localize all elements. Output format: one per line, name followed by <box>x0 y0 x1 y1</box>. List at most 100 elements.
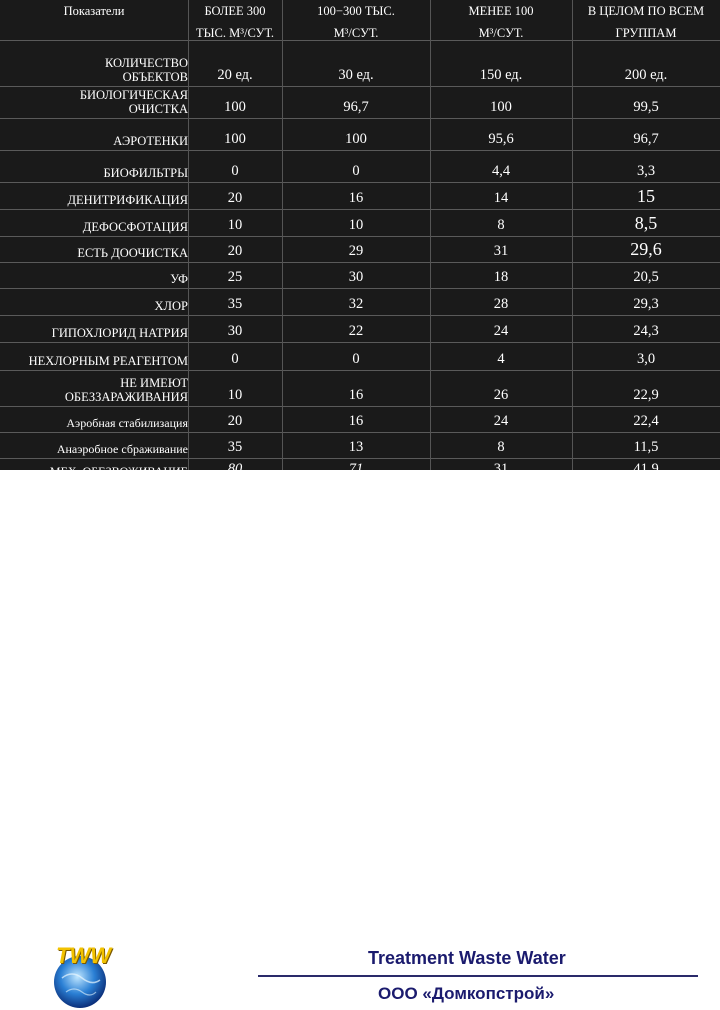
header-line: ГРУППАМ <box>615 26 677 40</box>
table-cell: 20 <box>227 190 243 206</box>
company-name: ООО «Домкопстрой» <box>378 984 555 1003</box>
row-label: КОЛИЧЕСТВО ОБЪЕКТОВ <box>0 40 188 86</box>
table-cell: 16 <box>348 413 364 429</box>
table-cell: 150 ед. <box>479 67 523 83</box>
table-cell: 3,3 <box>636 163 656 179</box>
row-label-line: Анаэробное сбраживание <box>56 442 188 456</box>
table-cell: 32 <box>348 296 364 312</box>
table-cell: 24 <box>493 323 509 339</box>
table-cell: 8 <box>497 439 505 455</box>
table-cell: 31 <box>493 243 509 259</box>
row-divider <box>0 236 720 237</box>
table-cell: 10 <box>227 387 243 403</box>
table-cell: 100 <box>345 131 367 147</box>
header-line: МЕНЕЕ 100 <box>468 4 534 18</box>
row-label: НЕ ИМЕЮТ ОБЕЗЗАРАЖИВАНИЯ <box>0 370 188 406</box>
header-cell-col4: В ЦЕЛОМ ПО ВСЕМ ГРУППАМ <box>572 0 720 40</box>
table-cell: 16 <box>348 387 364 403</box>
header-cell-col2: 100−300 ТЫС. М³/СУТ. <box>282 0 430 40</box>
table-cell: 30 ед. <box>338 67 374 83</box>
row-label: Аэробная стабилизация <box>0 406 188 432</box>
table-cell: 96,7 <box>633 131 659 147</box>
row-label-line: ЕСТЬ ДООЧИСТКА <box>77 246 188 260</box>
header-line: М³/СУТ. <box>333 26 379 40</box>
row-divider <box>0 288 720 289</box>
row-divider <box>0 262 720 263</box>
row-label: АЭРОТЕНКИ <box>0 118 188 150</box>
row-label-line: БИОФИЛЬТРЫ <box>103 166 189 180</box>
table-cell: 100 <box>224 99 246 115</box>
table-cell: 96,7 <box>343 99 369 115</box>
row-label: ГИПОХЛОРИД НАТРИЯ <box>0 315 188 342</box>
table-cell: 24 <box>493 413 509 429</box>
row-label: НЕХЛОРНЫМ РЕАГЕНТОМ <box>0 342 188 370</box>
header-line: Показатели <box>63 4 125 18</box>
header-line: М³/СУТ. <box>478 26 524 40</box>
row-label-line: ДЕНИТРИФИКАЦИЯ <box>67 193 189 207</box>
table-cell: 4,4 <box>491 163 511 179</box>
header-line: ТЫС. М³/СУТ. <box>196 26 274 40</box>
table-cell: 30 <box>348 269 364 285</box>
table-cell: 29,3 <box>633 296 659 312</box>
row-label: ЕСТЬ ДООЧИСТКА <box>0 236 188 262</box>
table-cell: 15 <box>637 186 655 206</box>
banner-title: Treatment Waste Water <box>368 948 566 968</box>
banner-divider <box>258 975 698 977</box>
row-divider <box>0 40 720 41</box>
column-divider <box>188 0 189 480</box>
row-divider <box>0 182 720 183</box>
table-cell: 29 <box>348 243 364 259</box>
table-cell: 20 <box>227 243 243 259</box>
row-divider <box>0 118 720 119</box>
header-line: БОЛЕЕ 300 <box>204 4 266 18</box>
table-cell: 4 <box>497 351 505 367</box>
row-label-line: ДЕФОСФОТАЦИЯ <box>82 220 188 234</box>
table-cell: 3,0 <box>636 351 656 367</box>
column-divider <box>282 0 283 480</box>
row-label: БИОФИЛЬТРЫ <box>0 150 189 182</box>
row-label-line: ОБЕЗЗАРАЖИВАНИЯ <box>64 390 188 404</box>
table-cell: 20 <box>227 413 243 429</box>
table-cell: 100 <box>490 99 512 115</box>
header-cell-indicator: Показатели <box>0 0 188 40</box>
row-divider <box>0 342 720 343</box>
table-cell: 35 <box>227 296 243 312</box>
logo-text: TWW <box>56 943 111 968</box>
row-label-line: НЕ ИМЕЮТ <box>120 376 188 390</box>
table-cell: 25 <box>227 269 243 285</box>
row-divider <box>0 406 720 407</box>
row-label: ХЛОР <box>0 288 188 315</box>
row-divider <box>0 150 720 151</box>
table-cell: 22,9 <box>633 387 659 403</box>
row-label-line: АЭРОТЕНКИ <box>113 134 188 148</box>
row-label: БИОЛОГИЧЕСКАЯ ОЧИСТКА <box>0 86 188 118</box>
row-label-line: ГИПОХЛОРИД НАТРИЯ <box>51 326 188 340</box>
table-cell: 14 <box>493 190 509 206</box>
table-cell: 8,5 <box>634 213 658 233</box>
row-label-line: ОБЪЕКТОВ <box>122 70 188 84</box>
footer-banner: TWW Treatment Waste Water ООО «Домкопстр… <box>0 470 720 1008</box>
table-cell: 0 <box>352 351 360 367</box>
table-cell: 10 <box>227 217 243 233</box>
table-cell: 26 <box>493 387 509 403</box>
row-label: УФ <box>0 262 188 288</box>
table-cell: 10 <box>348 217 364 233</box>
row-label-line: БИОЛОГИЧЕСКАЯ <box>79 88 188 102</box>
header-line: 100−300 ТЫС. <box>317 4 395 18</box>
table-cell: 200 ед. <box>624 67 668 83</box>
column-divider <box>572 0 573 480</box>
table-cell: 0 <box>352 163 360 179</box>
header-line: В ЦЕЛОМ ПО ВСЕМ <box>587 4 705 18</box>
row-label-line: ОЧИСТКА <box>128 102 188 116</box>
row-divider <box>0 370 720 371</box>
table-cell: 30 <box>227 323 243 339</box>
table-cell: 22,4 <box>633 413 659 429</box>
row-label: ДЕФОСФОТАЦИЯ <box>0 209 188 236</box>
table-cell: 22 <box>348 323 364 339</box>
header-cell-col3: МЕНЕЕ 100 М³/СУТ. <box>430 0 572 40</box>
row-divider <box>0 458 720 459</box>
table-cell: 28 <box>493 296 509 312</box>
table-cell: 99,5 <box>633 99 659 115</box>
row-label-line: КОЛИЧЕСТВО <box>104 56 188 70</box>
